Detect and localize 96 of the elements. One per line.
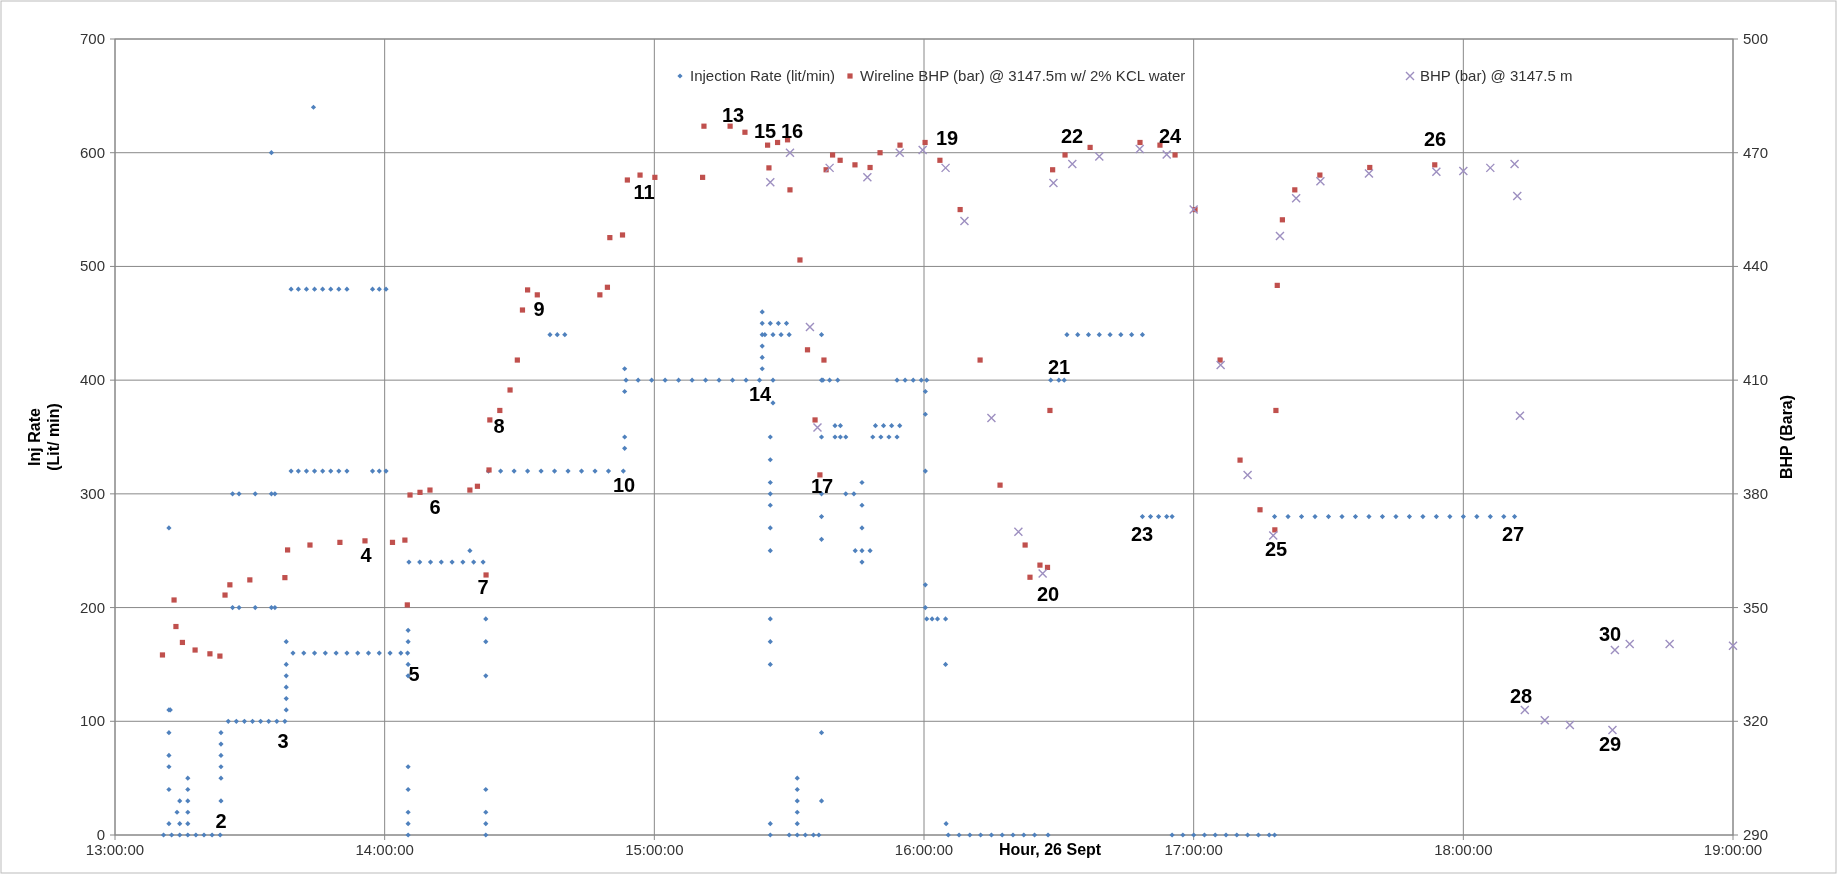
annotation: 5 <box>408 663 420 685</box>
annotation: 16 <box>780 120 804 142</box>
y2-tick-label: 320 <box>1743 712 1769 730</box>
point <box>1610 645 1620 655</box>
y2-tick-label: 410 <box>1743 371 1769 389</box>
point <box>1188 204 1199 215</box>
annotation: 8 <box>493 415 505 437</box>
annotation: 3 <box>277 730 289 752</box>
y-tick-label: 0 <box>96 826 105 843</box>
annotation: 26 <box>1423 128 1447 150</box>
point <box>1242 470 1253 480</box>
x-tick-label: 18:00:00 <box>1434 841 1493 858</box>
y-axis-title: Inj Rate (Lit/ min) <box>26 403 62 471</box>
annotation: 20 <box>1036 583 1060 605</box>
point <box>986 413 997 423</box>
x-tick-label: 19:00:00 <box>1703 841 1763 858</box>
point <box>1135 144 1145 154</box>
annotation: 30 <box>1598 623 1622 645</box>
y-tick-label: 500 <box>79 257 105 275</box>
annotation: 27 <box>1501 523 1525 545</box>
y-tick-label: 200 <box>79 598 105 616</box>
annotation: 7 <box>477 576 489 598</box>
point <box>1520 705 1530 715</box>
point <box>917 145 928 155</box>
legend-label: BHP (bar) @ 3147.5 m <box>1420 67 1573 84</box>
point <box>959 216 970 226</box>
point <box>1215 360 1226 370</box>
point <box>1431 166 1442 177</box>
x-tick-label: 14:00:00 <box>355 841 414 858</box>
point <box>1515 411 1525 421</box>
point <box>812 422 823 433</box>
point <box>1268 530 1278 541</box>
y2-tick-label: 380 <box>1743 484 1769 502</box>
point <box>1664 639 1675 649</box>
x-axis-title: Hour, 26 Sept <box>998 841 1102 858</box>
x-tick-label: 17:00:00 <box>1164 841 1223 858</box>
point <box>1565 720 1575 730</box>
point <box>1275 231 1285 241</box>
x-tick-label: 16:00:00 <box>894 841 954 858</box>
annotation: 2 <box>215 810 227 832</box>
annotation: 22 <box>1060 125 1084 147</box>
point <box>940 163 951 173</box>
point <box>1540 715 1550 725</box>
y-tick-label: 400 <box>79 371 105 389</box>
annotation: 24 <box>1158 125 1182 147</box>
y-tick-label: 700 <box>79 30 105 47</box>
y-tick-label: 100 <box>79 712 105 730</box>
annotation: 10 <box>612 474 636 496</box>
y-tick-label: 300 <box>79 484 105 502</box>
annotation: 29 <box>1598 733 1622 755</box>
point <box>1291 193 1301 203</box>
annotation: 11 <box>633 181 655 203</box>
point <box>1485 163 1495 173</box>
point <box>1094 151 1104 162</box>
annotation: 9 <box>533 298 545 320</box>
point <box>785 148 795 158</box>
annotation: 21 <box>1047 356 1071 378</box>
annotation: 25 <box>1264 538 1288 560</box>
y2-tick-label: 440 <box>1743 257 1769 275</box>
point <box>824 163 835 173</box>
point <box>1162 149 1172 160</box>
legend-label: Injection Rate (lit/min) <box>690 67 836 84</box>
point <box>895 148 905 158</box>
annotation: 23 <box>1130 523 1154 545</box>
x-tick-label: 13:00:00 <box>85 841 145 858</box>
x-tick-label: 15:00:00 <box>625 841 684 858</box>
annotation: 4 <box>360 544 373 566</box>
point <box>805 322 815 332</box>
y-tick-label: 600 <box>79 143 105 161</box>
annotation: 28 <box>1509 685 1533 707</box>
annotation: 14 <box>748 383 772 405</box>
annotation: 13 <box>721 104 745 126</box>
point <box>1728 641 1738 651</box>
y2-tick-label: 290 <box>1743 826 1769 843</box>
point <box>1048 178 1059 188</box>
y2-tick-label: 350 <box>1743 598 1769 616</box>
annotation: 6 <box>429 496 441 518</box>
point <box>765 177 775 187</box>
annotation: 19 <box>935 127 959 149</box>
point <box>1625 639 1635 649</box>
legend-label: Wireline BHP (bar) @ 3147.5m w/ 2% KCL water <box>860 67 1186 84</box>
point <box>1067 159 1078 169</box>
point <box>1512 191 1522 201</box>
point <box>862 172 873 183</box>
point <box>1509 159 1520 169</box>
point <box>1037 568 1048 579</box>
point <box>1458 166 1469 176</box>
y2-tick-label: 470 <box>1743 143 1769 161</box>
annotation: 15 <box>753 120 777 142</box>
point <box>1315 176 1326 186</box>
annotation: 17 <box>810 475 834 497</box>
y2-axis-title: BHP (Bara) <box>1778 394 1795 480</box>
point <box>1364 168 1374 179</box>
point <box>1607 725 1618 735</box>
y2-tick-label: 500 <box>1743 30 1769 47</box>
point <box>1013 527 1024 537</box>
